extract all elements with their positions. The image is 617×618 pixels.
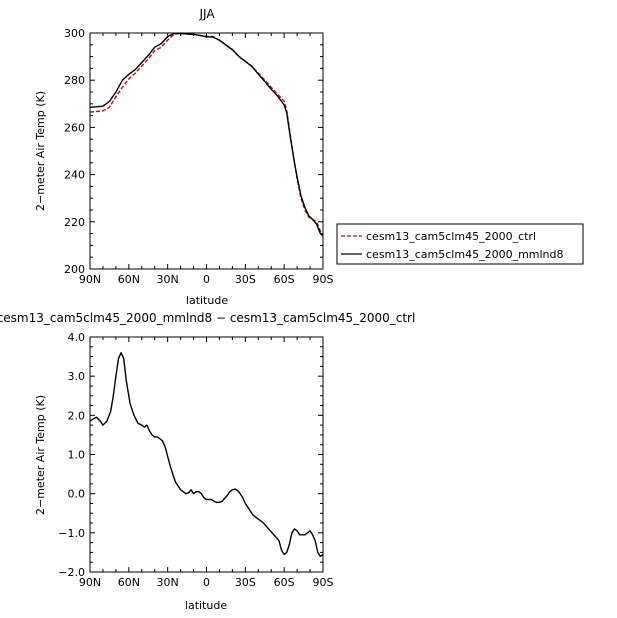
x-tick-label: 0 [203, 576, 210, 589]
y-tick-label: 0.0 [68, 488, 86, 501]
x-tick-label: 90S [313, 576, 334, 589]
chart-top-axes: 90N 60N 30N 0 30S 60S 90S 200 220 240 260 280 300 [64, 27, 334, 286]
y-tick-label: 1.0 [68, 449, 86, 462]
y-tick-label: −2.0 [58, 566, 85, 579]
chart-bottom-ylabel: 2−meter Air Temp (K) [34, 395, 47, 515]
y-tick-label: 4.0 [68, 331, 86, 344]
chart-bottom-title: cesm13_cam5clm45_2000_mmlnd8 − cesm13_ca… [0, 311, 415, 325]
y-tick-label: 260 [64, 121, 85, 134]
chart-top-ylabel: 2−meter Air Temp (K) [34, 91, 47, 211]
chart-top-marks [89, 32, 324, 237]
x-tick-label: 90N [79, 576, 101, 589]
chart-top-title: JJA [198, 7, 215, 21]
chart-bottom-axes: 90N 60N 30N 0 30S 60S 90S −2.0 −1.0 0.0 1.0 2.0 3.0 4… [58, 331, 333, 589]
x-tick-label: 30N [157, 273, 179, 286]
y-tick-label: 2.0 [68, 409, 86, 422]
x-tick-label: 90N [79, 273, 101, 286]
legend-label-mmlnd8: cesm13_cam5clm45_2000_mmlnd8 [366, 248, 564, 261]
x-tick-label: 30N [157, 576, 179, 589]
chart-top-xlabel: latitude [186, 294, 228, 307]
chart-top-plot-frame [89, 32, 324, 270]
y-tick-label: 220 [64, 216, 85, 229]
chart-bottom: cesm13_cam5clm45_2000_mmlnd8 − cesm13_ca… [0, 311, 415, 612]
x-tick-label: 30S [235, 576, 256, 589]
y-tick-label: 280 [64, 74, 85, 87]
x-tick-label: 60S [274, 273, 295, 286]
y-tick-label: 200 [64, 263, 85, 276]
y-tick-label: 300 [64, 27, 85, 40]
chart-bottom-xlabel: latitude [185, 599, 227, 612]
legend-box [336, 223, 584, 265]
x-tick-label: 60N [118, 576, 140, 589]
chart-top: JJA 90N 60N 30N 0 30S 60S 90S 200 220 240 260 280 30… [34, 7, 334, 307]
series-line-1 [89, 32, 324, 235]
x-tick-label: 60S [274, 576, 295, 589]
chart-bottom-marks [89, 352, 324, 557]
legend: cesm13_cam5clm45_2000_ctrl cesm13_cam5cl… [336, 223, 584, 265]
y-tick-label: −1.0 [58, 527, 85, 540]
legend-label-ctrl: cesm13_cam5clm45_2000_ctrl [366, 230, 536, 243]
x-tick-label: 60N [118, 273, 140, 286]
y-tick-label: 3.0 [68, 370, 86, 383]
series-line-1 [89, 352, 324, 557]
y-tick-label: 240 [64, 169, 85, 182]
x-tick-label: 0 [203, 273, 210, 286]
series-line-2 [89, 32, 324, 237]
x-tick-label: 90S [313, 273, 334, 286]
x-tick-label: 30S [235, 273, 256, 286]
